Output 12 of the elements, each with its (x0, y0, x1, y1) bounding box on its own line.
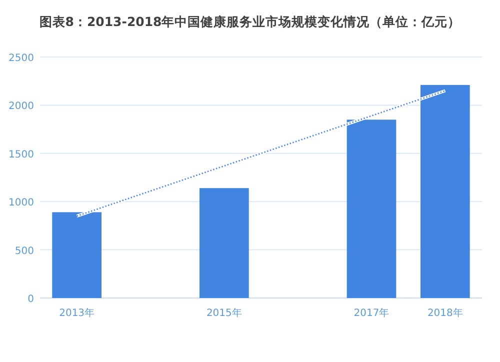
y-tick-label: 1000 (8, 198, 34, 209)
y-tick-label: 2000 (8, 101, 34, 112)
x-tick-label: 2015年 (206, 307, 242, 319)
bar (199, 188, 249, 298)
y-tick-label: 1500 (8, 149, 34, 160)
x-tick-label: 2018年 (427, 307, 463, 319)
x-tick-label: 2013年 (59, 307, 95, 319)
y-tick-label: 2500 (8, 53, 34, 64)
y-tick-label: 0 (28, 294, 34, 305)
x-tick-label: 2017年 (354, 307, 390, 319)
chart-title: 图表8：2013-2018年中国健康服务业市场规模变化情况（单位：亿元） (39, 14, 461, 29)
y-tick-label: 500 (14, 246, 34, 257)
